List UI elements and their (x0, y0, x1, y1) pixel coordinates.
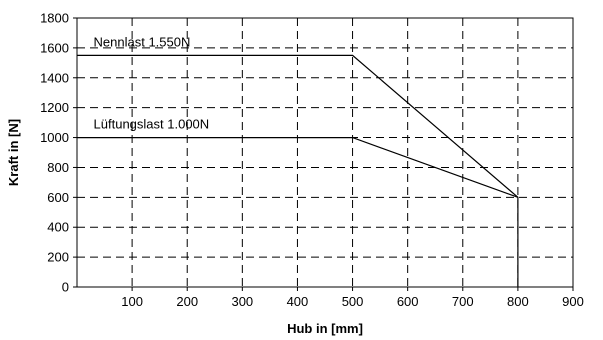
x-tick-label: 600 (397, 294, 419, 309)
x-tick-label: 200 (176, 294, 198, 309)
y-tick-label: 1200 (40, 100, 69, 115)
annotation-label: Lüftungslast 1.000N (94, 117, 210, 132)
x-tick-label: 400 (287, 294, 309, 309)
x-tick-label: 300 (231, 294, 253, 309)
y-tick-label: 400 (47, 220, 69, 235)
y-tick-label: 1400 (40, 70, 69, 85)
grid (77, 18, 573, 287)
y-axis-label: Kraft in [N] (6, 119, 21, 186)
x-tick-label: 100 (121, 294, 143, 309)
y-tick-label: 1600 (40, 40, 69, 55)
x-tick-labels: 100 200 300 400 500 600 700 800 900 (121, 287, 584, 309)
y-tick-label: 1800 (40, 11, 69, 26)
plot-frame (76, 17, 574, 288)
y-tick-label: 1000 (40, 130, 69, 145)
y-tick-labels: 0 200 400 600 800 1000 1200 1400 1600 1800 (40, 11, 77, 295)
x-tick-label: 500 (342, 294, 364, 309)
series-line-2 (77, 137, 519, 198)
x-tick-label: 800 (507, 294, 529, 309)
y-tick-label: 0 (62, 280, 69, 295)
y-tick-label: 200 (47, 250, 69, 265)
annotation-label: Nennlast 1.550N (94, 34, 191, 49)
y-tick-label: 800 (47, 160, 69, 175)
annotations: Nennlast 1.550N Lüftungslast 1.000N (94, 34, 210, 131)
y-tick-label: 600 (47, 190, 69, 205)
series-lines (77, 54, 519, 287)
x-tick-label: 900 (562, 294, 584, 309)
x-tick-label: 700 (452, 294, 474, 309)
x-axis-label: Hub in [mm] (287, 321, 363, 336)
series-line-1 (77, 54, 519, 287)
